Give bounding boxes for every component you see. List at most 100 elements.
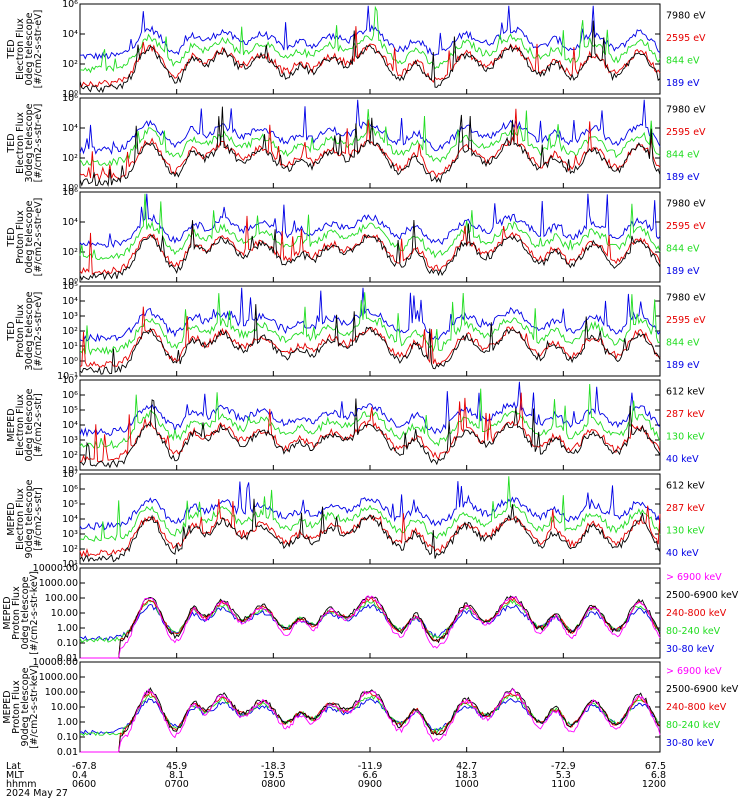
- legend-entry: 130 keV: [666, 431, 705, 442]
- y-tick-label: 10³: [62, 311, 78, 322]
- series-line-green: [79, 109, 661, 167]
- y-tick-label: 10⁴: [62, 217, 78, 228]
- legend-entry: 30-80 keV: [666, 738, 715, 749]
- y-axis-label: TED: [6, 321, 17, 341]
- x-tick-label-mlt: 6.6: [362, 770, 377, 781]
- y-axis-label: Proton Flux: [11, 586, 22, 640]
- y-tick-label: 10⁴: [62, 29, 78, 40]
- y-axis-label: [#/cm2-s-str-keV]: [29, 665, 40, 749]
- legend-entry: 7980 eV: [666, 292, 706, 303]
- series-line-magenta: [80, 595, 661, 659]
- y-tick-label: 10⁻¹: [57, 371, 78, 382]
- series-line-magenta: [80, 688, 661, 753]
- y-axis-label: Proton Flux: [15, 210, 26, 264]
- y-axis-label: [#/cm2-s-str-eV]: [33, 198, 44, 277]
- panel-frame: [79, 379, 661, 471]
- y-tick-label: 10⁴: [62, 514, 78, 525]
- x-tick-label-mlt: 0.4: [72, 770, 87, 781]
- hhmm-row-label: hhmm: [6, 779, 37, 790]
- panel-frame: [79, 285, 661, 377]
- legend-entry: 612 keV: [666, 386, 705, 397]
- y-tick-label: 10⁴: [62, 420, 78, 431]
- y-tick-label: 10²: [62, 326, 78, 337]
- y-axis-label: Proton Flux: [11, 680, 22, 734]
- legend-entry: 189 eV: [666, 172, 700, 183]
- y-tick-label: 10²: [62, 450, 78, 461]
- series-line-red: [80, 690, 661, 753]
- y-tick-label: 10⁵: [62, 281, 78, 292]
- series-line-red: [79, 108, 661, 182]
- legend-entry: 189 eV: [666, 360, 700, 371]
- x-tick-label-hhmm: 1200: [642, 779, 666, 790]
- series-line-blue: [79, 193, 661, 249]
- series-line-black: [80, 687, 660, 753]
- y-tick-label: 10.00: [51, 702, 78, 713]
- y-tick-label: 10⁷: [62, 375, 78, 386]
- panel-p7: 0.01 0.10 1.00 10.00 100.00 1000.00 10000.00 ME…: [2, 563, 739, 664]
- y-tick-label: 10.00: [51, 608, 78, 619]
- y-tick-label: 10000.00: [33, 657, 78, 668]
- series-line-red: [79, 306, 661, 368]
- y-tick-label: 10¹: [62, 559, 78, 570]
- y-axis-label: 0deg telescope: [24, 12, 35, 85]
- y-axis-label: 0deg telescope: [24, 388, 35, 461]
- legend-entry: 40 keV: [666, 454, 699, 465]
- y-axis-label: 30deg telescope: [24, 103, 35, 182]
- legend-entry: 2595 eV: [666, 33, 706, 44]
- x-tick-label-lat: -67.8: [72, 761, 97, 772]
- y-tick-label: 10⁴: [62, 123, 78, 134]
- y-tick-label: 10²: [62, 59, 78, 70]
- series-line-green: [79, 5, 661, 74]
- y-tick-label: 0.10: [57, 732, 78, 743]
- y-tick-label: 10⁶: [62, 484, 78, 495]
- legend-entry: 844 eV: [666, 243, 700, 254]
- series-line-blue: [79, 481, 661, 531]
- date-label: 2024 May 27: [6, 788, 68, 799]
- y-tick-label: 0.10: [57, 638, 78, 649]
- y-axis-label: MEPED: [2, 690, 13, 723]
- y-tick-label: 10⁰: [62, 89, 78, 100]
- y-tick-label: 10⁷: [62, 469, 78, 480]
- y-tick-label: 10²: [62, 153, 78, 164]
- series-line-black: [79, 106, 661, 188]
- y-tick-label: 10⁶: [62, 0, 78, 10]
- x-tick-label-lat: -11.9: [358, 761, 383, 772]
- y-axis-label: Proton Flux: [15, 304, 26, 358]
- x-tick-label-mlt: 5.3: [556, 770, 571, 781]
- y-axis-label: [#/cm2-s-str]: [33, 393, 44, 456]
- series-line-black: [79, 498, 661, 563]
- x-tick-label-lat: 67.5: [645, 761, 666, 772]
- series-line-blue: [79, 5, 661, 61]
- x-tick-label-hhmm: 1000: [455, 779, 479, 790]
- x-tick-label-hhmm: 0800: [261, 779, 285, 790]
- legend-entry: 844 eV: [666, 55, 700, 66]
- series-line-blue: [79, 381, 661, 438]
- x-tick-label-lat: -72.9: [551, 761, 576, 772]
- y-tick-label: 10⁶: [62, 390, 78, 401]
- y-tick-label: 0.01: [57, 653, 78, 664]
- series-line-green: [79, 599, 661, 643]
- x-tick-label-lat: 42.7: [456, 761, 477, 772]
- y-tick-label: 10²: [62, 544, 78, 555]
- y-axis-label: 0deg telescope: [24, 200, 35, 273]
- x-tick-label-hhmm: 0700: [165, 779, 189, 790]
- y-axis-label: [#/cm2-s-str-eV]: [33, 10, 44, 89]
- legend-entry: 7980 eV: [666, 10, 706, 21]
- legend-entry: 2595 eV: [666, 315, 706, 326]
- y-tick-label: 10000.00: [33, 563, 78, 574]
- panel-p8: 0.01 0.10 1.00 10.00 100.00 1000.00 10000.00 ME…: [2, 657, 739, 758]
- y-tick-label: 10¹: [62, 465, 78, 476]
- x-tick-label-mlt: 19.5: [263, 770, 284, 781]
- y-tick-label: 1.00: [57, 717, 78, 728]
- series-line-red: [80, 392, 661, 463]
- y-axis-label: 30deg telescope: [24, 291, 35, 370]
- series-line-black: [79, 219, 661, 281]
- y-tick-label: 10⁵: [62, 499, 78, 510]
- series-line-green: [79, 292, 661, 356]
